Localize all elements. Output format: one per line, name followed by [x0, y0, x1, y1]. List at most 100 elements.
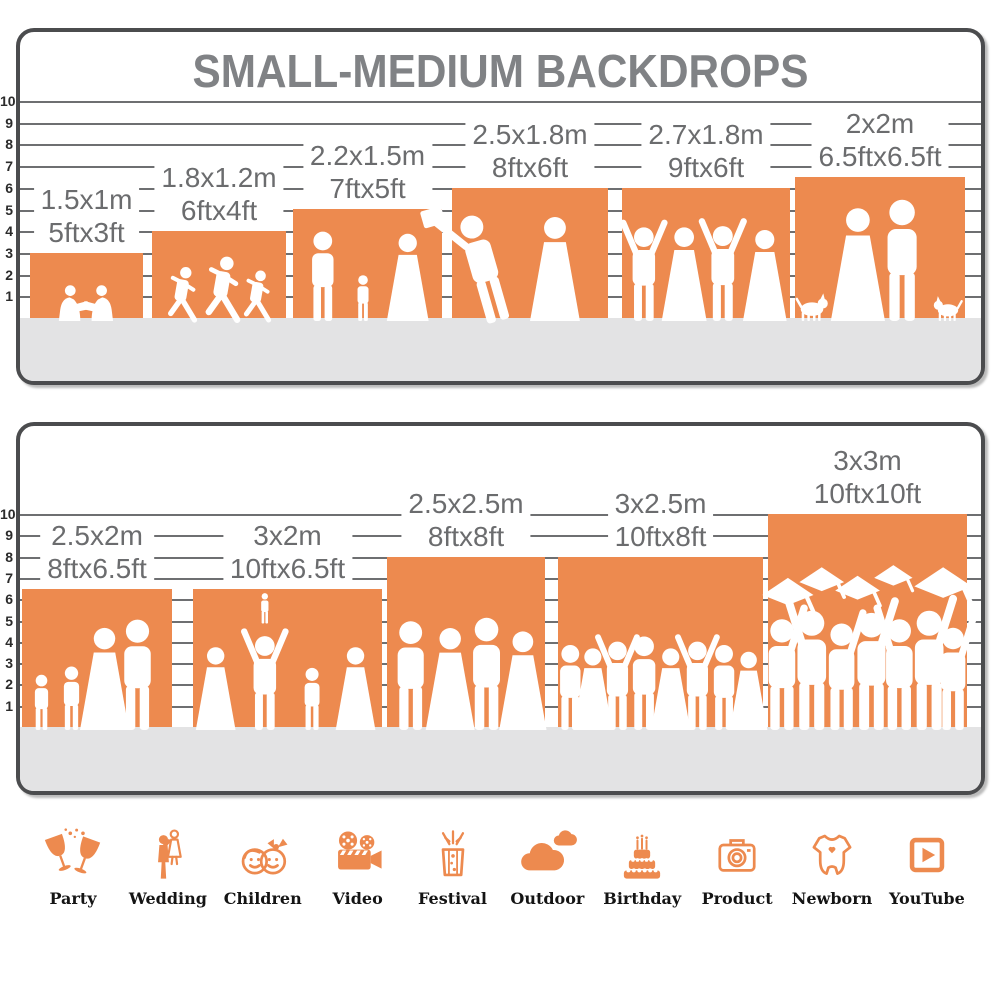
size-chart-panel-bottom: 2.5x2m 8ftx6.5ft 3x2m 10ftx6.5ft 2.5x2.5m 8ft… [16, 422, 985, 795]
ruler-tick-label: 6 [5, 179, 13, 196]
size-label: 3x2m 10ftx6.5ft [222, 519, 353, 585]
backdrop-box [193, 589, 382, 730]
size-label-feet: 10ftx10ft [813, 478, 922, 509]
birthday-icon [624, 834, 661, 879]
ground-strip [20, 318, 981, 381]
silhouette-family-standing [34, 619, 151, 730]
backdrop-box [30, 253, 143, 321]
icon-caption: Video [332, 889, 383, 908]
ruler-tick-label: 2 [5, 676, 13, 693]
chart-title: SMALL-MEDIUM BACKDROPS [192, 45, 809, 97]
icon-item-outdoor: Outdoor [500, 826, 594, 908]
icon-item-video: Video [311, 826, 405, 908]
size-label-meters: 2x2m [845, 108, 915, 139]
newborn-icon [812, 834, 852, 875]
backdrop-box [293, 209, 442, 321]
size-label-feet: 8ftx6.5ft [47, 553, 147, 584]
ruler-tick-label: 2 [5, 266, 13, 283]
silhouette-adults-standing [397, 617, 547, 730]
ruler-tick-label: 7 [5, 569, 13, 586]
icon-item-festival: Festival [406, 826, 500, 908]
panel-bottom-content: 2.5x2m 8ftx6.5ft 3x2m 10ftx6.5ft 2.5x2.5m 8ft… [20, 426, 981, 791]
party-icon [44, 828, 101, 874]
wedding-icon [157, 829, 182, 879]
size-label-feet: 10ftx8ft [614, 521, 707, 552]
ruler-tick-label: 10 [0, 93, 16, 109]
size-label: 2x2m 6.5ftx6.5ft [811, 107, 949, 173]
ruler-tick-label: 1 [5, 697, 13, 714]
backdrop-box [387, 557, 547, 730]
size-label-meters: 2.2x1.5m [309, 140, 426, 171]
size-label-meters: 2.5x2.5m [408, 488, 524, 519]
ruler-tick-label: 7 [5, 158, 13, 175]
size-label: 2.7x1.8m 9ftx6ft [641, 118, 771, 184]
size-label: 1.5x1m 5ftx3ft [33, 183, 140, 249]
size-label-meters: 3x3m [833, 445, 902, 476]
backdrop-box [420, 188, 608, 324]
outdoor-icon [521, 830, 578, 871]
icon-item-product: Product [690, 826, 784, 908]
ruler-tick-label: 5 [5, 201, 13, 218]
size-label: 2.5x2m 8ftx6.5ft [40, 519, 154, 585]
ruler-tick-label: 6 [5, 591, 13, 608]
backdrop-box [152, 231, 286, 323]
size-label: 3x2.5m 10ftx8ft [607, 487, 714, 553]
icon-item-newborn: Newborn [785, 826, 879, 908]
size-label: 1.8x1.2m 6ftx4ft [154, 161, 284, 227]
silhouette-graduation-celebration [762, 565, 977, 730]
size-label-meters: 3x2m [253, 520, 322, 551]
product-icon [718, 839, 756, 872]
ground-strip [20, 727, 981, 791]
icon-item-youtube: YouTube [880, 826, 974, 908]
icon-caption: Birthday [603, 889, 682, 908]
backdrop-box [22, 589, 172, 730]
icon-caption: Newborn [791, 889, 873, 908]
size-label-meters: 2.5x2m [51, 520, 143, 551]
ruler-tick-label: 8 [5, 136, 13, 153]
video-icon [337, 831, 382, 870]
backdrop-box [620, 188, 790, 321]
backdrop-box [558, 557, 768, 730]
size-label: 2.2x1.5m 7ftx5ft [302, 139, 433, 205]
size-label-meters: 1.5x1m [40, 184, 133, 215]
size-label: 3x3m 10ftx10ft [806, 444, 929, 510]
backdrop-box [762, 514, 977, 730]
size-label-meters: 1.8x1.2m [161, 162, 277, 193]
size-label-feet: 6ftx4ft [180, 195, 258, 226]
children-icon [241, 838, 288, 875]
icon-caption: Product [701, 889, 773, 908]
icon-caption: Outdoor [510, 889, 585, 908]
ruler-tick-label: 4 [5, 223, 13, 240]
icon-item-children: Children [216, 826, 310, 908]
size-label-feet: 8ftx8ft [427, 521, 505, 552]
size-label-feet: 5ftx3ft [48, 217, 125, 248]
ruler-tick-label: 9 [5, 114, 13, 131]
silhouette-children-reading [58, 285, 114, 321]
ruler-tick-label: 3 [5, 655, 13, 672]
size-label-feet: 8ftx6ft [491, 152, 569, 183]
size-label-feet: 6.5ftx6.5ft [818, 141, 942, 172]
icon-caption: Wedding [128, 889, 207, 908]
silhouette-family-holding-hands [312, 231, 429, 321]
ruler-tick-label: 9 [5, 527, 13, 544]
ruler-tick-label: 8 [5, 548, 13, 565]
silhouette-family-playing [195, 593, 376, 730]
festival-icon [441, 830, 464, 877]
icon-caption: Party [49, 889, 97, 908]
backdrop-box [795, 177, 965, 321]
icon-caption: YouTube [888, 889, 965, 908]
ruler-tick-label: 3 [5, 244, 13, 261]
silhouette-couple-walking-dogs [795, 199, 963, 321]
silhouette-wedding-couple [420, 206, 580, 324]
size-label: 2.5x2.5m 8ftx8ft [401, 487, 531, 553]
panel-top-content: SMALL-MEDIUM BACKDROPS 1.5x1m 5ftx3ft 1.8x… [20, 32, 981, 381]
silhouette-dancing-women [620, 218, 787, 321]
size-chart-panel-top: SMALL-MEDIUM BACKDROPS 1.5x1m 5ftx3ft 1.8x… [16, 28, 985, 385]
size-label-feet: 10ftx6.5ft [229, 553, 346, 584]
ruler-tick-label: 4 [5, 633, 13, 650]
silhouette-children-running [167, 256, 272, 323]
icon-item-birthday: Birthday [595, 826, 689, 908]
size-label-feet: 9ftx6ft [667, 152, 745, 183]
size-label: 2.5x1.8m 8ftx6ft [465, 118, 595, 184]
